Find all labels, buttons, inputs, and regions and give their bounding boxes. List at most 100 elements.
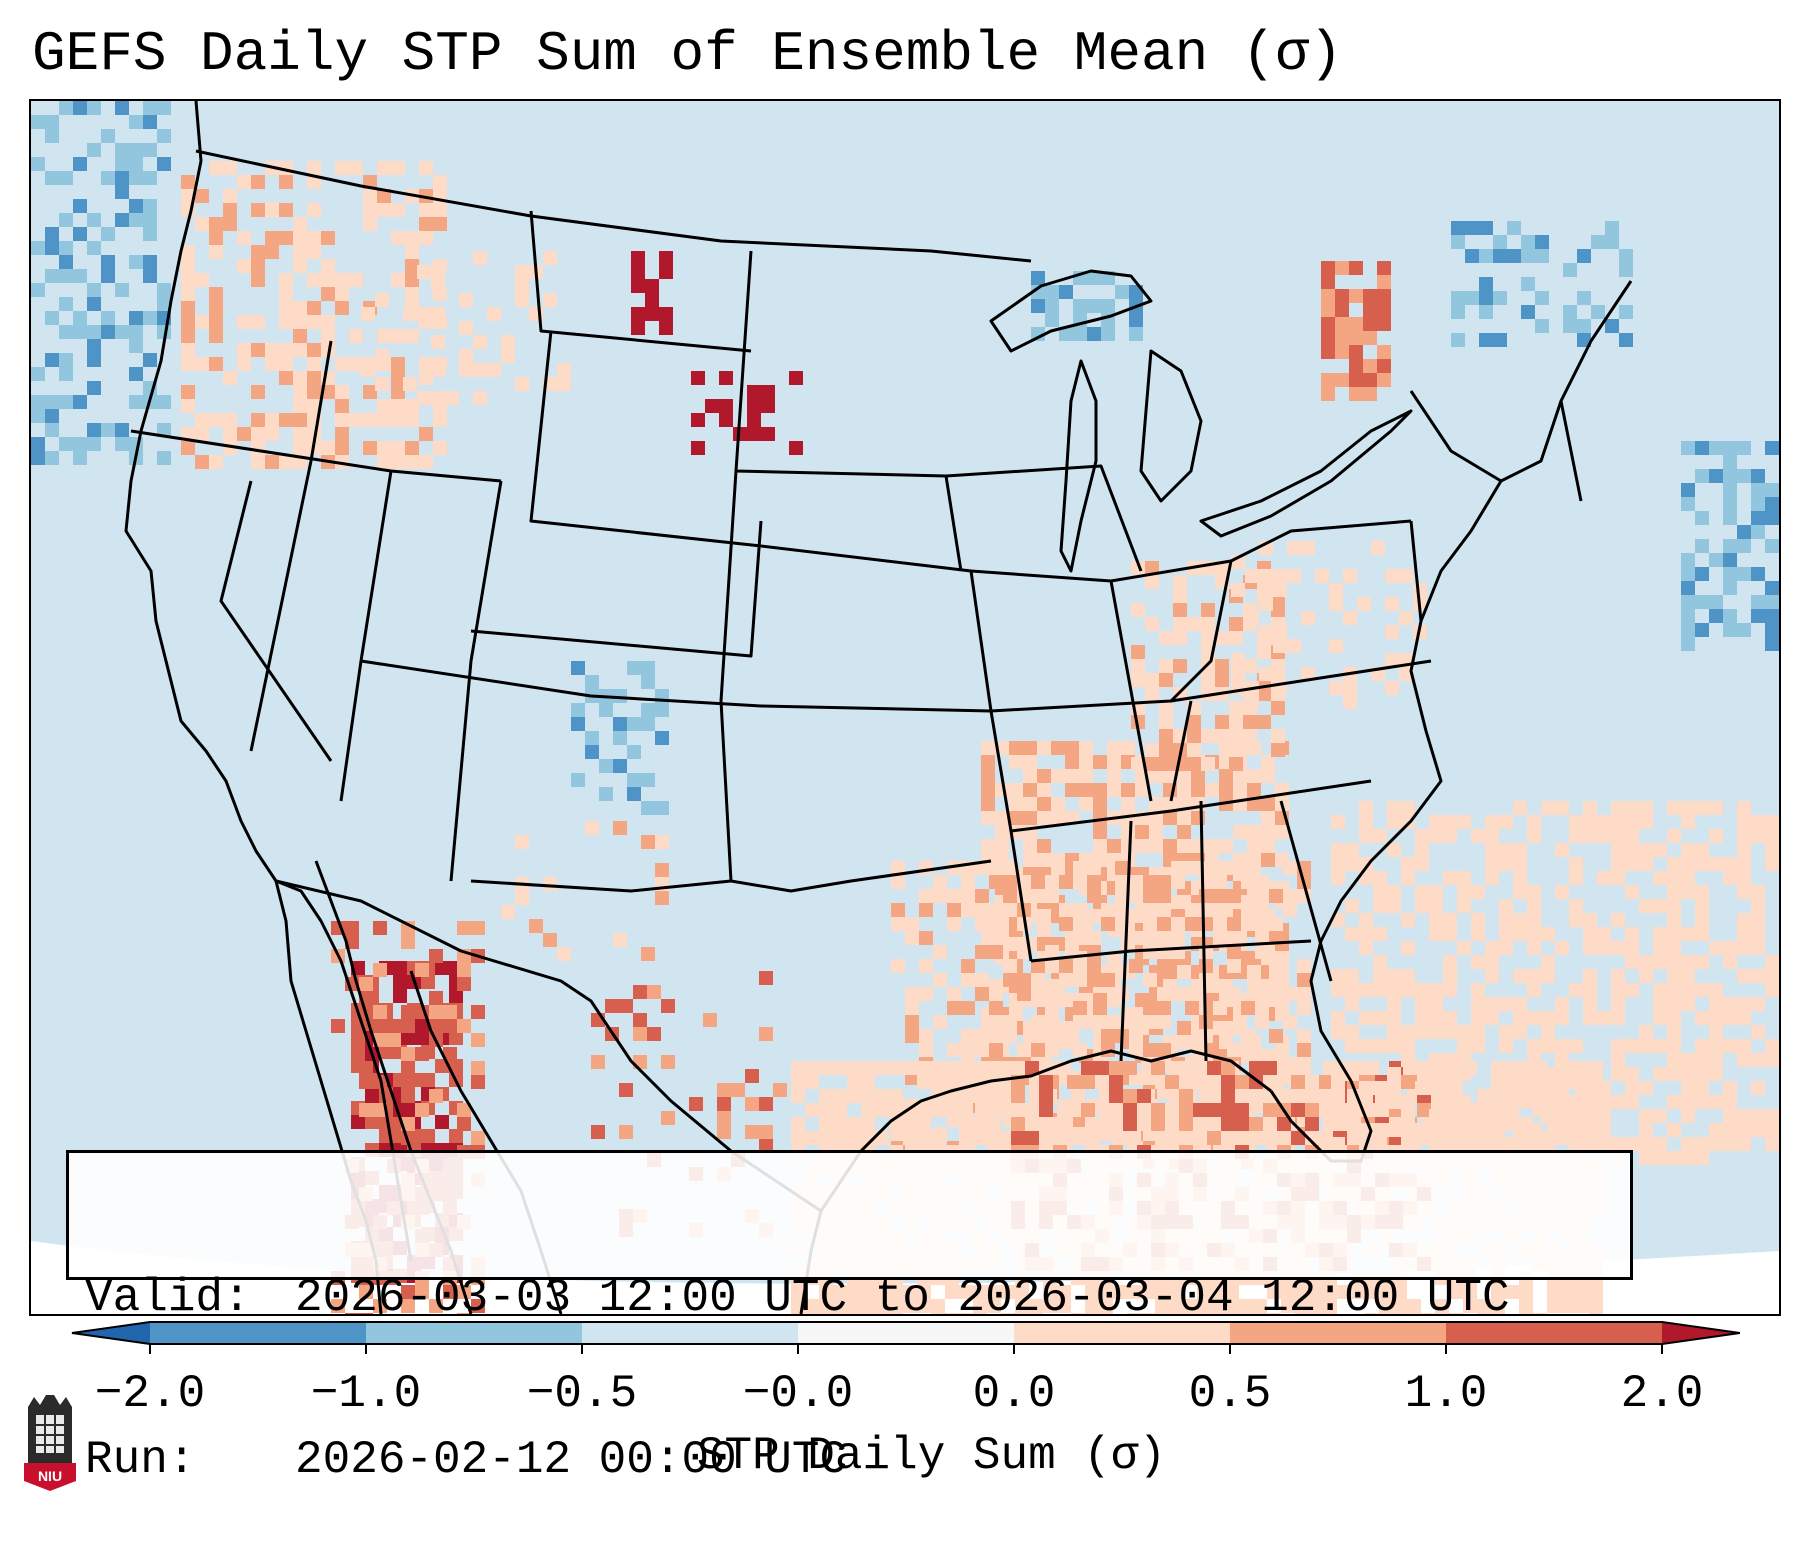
stp-cell <box>401 1061 415 1075</box>
stp-cell <box>59 101 73 115</box>
stp-cell <box>1653 997 1667 1011</box>
stp-cell <box>129 367 143 381</box>
stp-cell <box>335 427 349 441</box>
stp-cell <box>279 357 293 371</box>
stp-cell <box>1513 1025 1527 1039</box>
stp-cell <box>1723 1081 1737 1095</box>
stp-cell <box>1225 1299 1239 1313</box>
stp-cell <box>645 307 659 321</box>
stp-cell <box>1159 659 1173 673</box>
stp-cell <box>889 1089 903 1103</box>
stp-cell <box>1443 927 1457 941</box>
stp-cell <box>1751 469 1765 483</box>
stp-cell <box>1065 755 1079 769</box>
stp-cell <box>157 423 171 437</box>
stp-cell <box>1145 673 1159 687</box>
stp-cell <box>1015 1299 1029 1313</box>
stp-cell <box>1101 299 1115 313</box>
stp-cell <box>1709 829 1723 843</box>
lake-huron <box>1139 349 1203 503</box>
stp-cell <box>129 115 143 129</box>
stp-cell <box>1023 839 1037 853</box>
stp-cell <box>655 863 669 877</box>
stp-cell <box>571 661 585 675</box>
stp-cell <box>1023 811 1037 825</box>
stp-cell <box>73 395 87 409</box>
stp-cell <box>1709 469 1723 483</box>
stp-cell <box>351 1045 365 1059</box>
stp-cell <box>1527 969 1541 983</box>
stp-cell <box>1513 1123 1527 1137</box>
stp-cell <box>917 1061 931 1075</box>
stp-cell <box>1751 1025 1765 1039</box>
stp-cell <box>1569 983 1583 997</box>
stp-cell <box>655 801 669 815</box>
stp-cell <box>1301 541 1315 555</box>
stp-cell <box>661 999 675 1013</box>
stp-cell <box>1137 1089 1151 1103</box>
stp-cell <box>73 157 87 171</box>
stp-cell <box>73 199 87 213</box>
stp-cell <box>1281 1299 1295 1313</box>
stp-cell <box>1079 755 1093 769</box>
stp-cell <box>791 1075 805 1089</box>
stp-cell <box>1227 987 1241 1001</box>
stp-cell <box>1115 889 1129 903</box>
stp-cell <box>365 1087 379 1101</box>
stp-cell <box>889 1103 903 1117</box>
stp-cell <box>973 1117 987 1131</box>
stp-cell <box>989 875 1003 889</box>
stp-cell <box>1201 603 1215 617</box>
stp-cell <box>1667 969 1681 983</box>
stp-cell <box>1009 797 1023 811</box>
stp-cell <box>1095 1061 1109 1075</box>
stp-cell <box>1415 1081 1429 1095</box>
stp-cell <box>1169 1131 1183 1145</box>
stp-cell <box>1401 913 1415 927</box>
stp-cell <box>1695 1151 1709 1165</box>
stp-cell <box>1229 743 1243 757</box>
stp-cell <box>1737 941 1751 955</box>
stp-cell <box>143 353 157 367</box>
stp-cell <box>761 385 775 399</box>
stp-cell <box>903 1285 917 1299</box>
stp-anomaly-cells <box>31 101 1779 1314</box>
stp-cell <box>1591 235 1605 249</box>
stp-cell <box>1513 801 1527 815</box>
stp-cell <box>1247 853 1261 867</box>
stp-cell <box>1225 1285 1239 1299</box>
stp-cell <box>1569 1137 1583 1151</box>
stp-cell <box>1527 1137 1541 1151</box>
stp-cell <box>401 1019 415 1033</box>
stp-cell <box>1247 783 1261 797</box>
stp-cell <box>1653 927 1667 941</box>
stp-cell <box>959 1103 973 1117</box>
stp-cell <box>1201 673 1215 687</box>
stp-cell <box>1309 1089 1323 1103</box>
stp-cell <box>1695 1137 1709 1151</box>
stp-cell <box>1681 1151 1695 1165</box>
stp-cell <box>433 413 447 427</box>
stp-cell <box>1723 857 1737 871</box>
stp-cell <box>279 273 293 287</box>
stp-cell <box>1143 903 1157 917</box>
stp-cell <box>1297 1043 1311 1057</box>
stp-cell <box>641 773 655 787</box>
stp-cell <box>1737 469 1751 483</box>
stp-cell <box>905 1015 919 1029</box>
stp-cell <box>1241 1043 1255 1057</box>
stp-cell <box>1331 871 1345 885</box>
stp-cell <box>905 1029 919 1043</box>
stp-cell <box>405 455 419 469</box>
stp-cell <box>659 307 673 321</box>
stp-cell <box>1227 861 1241 875</box>
stp-cell <box>1435 1313 1449 1314</box>
stp-cell <box>1373 1011 1387 1025</box>
stp-cell <box>1415 997 1429 1011</box>
stp-cell <box>1107 839 1121 853</box>
stp-cell <box>1143 1015 1157 1029</box>
stp-cell <box>1563 319 1577 333</box>
stp-cell <box>1513 1137 1527 1151</box>
stp-cell <box>1723 871 1737 885</box>
stp-cell <box>1233 825 1247 839</box>
